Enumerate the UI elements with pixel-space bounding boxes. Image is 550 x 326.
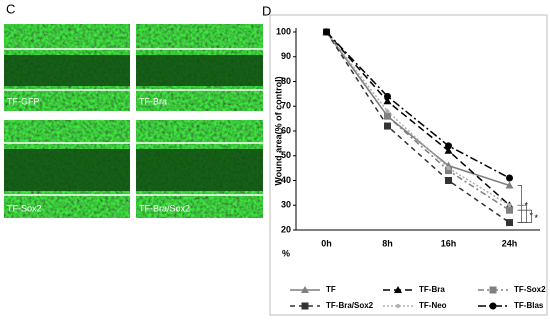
image-label: TF-Bra/Sox2 — [139, 203, 190, 213]
y-tick-label: 40 — [281, 175, 291, 185]
marker — [506, 206, 513, 214]
marker — [384, 122, 391, 130]
series-line — [325, 31, 510, 224]
legend-item: TF — [290, 285, 336, 294]
legend-label: TF-Bra/Sox2 — [326, 301, 374, 310]
legend-marker — [489, 286, 497, 294]
y-tick-label: 50 — [281, 150, 291, 160]
image-label: TF-Bra — [139, 96, 167, 106]
marker — [323, 28, 330, 36]
y-tick-label: 20 — [281, 224, 291, 234]
legend-label: TF — [326, 285, 336, 294]
x-tick-label: 24h — [502, 238, 518, 248]
legend-label: TF-Sox2 — [514, 285, 546, 294]
micrograph: TF-Bra/Sox2 — [136, 120, 263, 218]
significance-bracket — [517, 209, 532, 223]
legend-marker — [394, 286, 402, 293]
x-tick-label: 8h — [382, 238, 393, 248]
legend-marker — [396, 304, 400, 308]
legend-item: TF-Bra/Sox2 — [290, 301, 374, 310]
image-label: TF-Sox2 — [7, 203, 42, 213]
series-line — [325, 31, 510, 179]
legend-marker — [489, 302, 497, 310]
legend-label: TF-Neo — [419, 301, 447, 310]
y-tick-label: 80 — [281, 76, 291, 86]
y-tick-label: 60 — [281, 125, 291, 135]
y-tick-label: 70 — [281, 101, 291, 111]
x-tick-label: 16h — [441, 238, 457, 248]
series — [323, 28, 513, 214]
marker — [445, 167, 452, 175]
chart: 20 30 40 50 60 70 80 90 100 0h 8h 16h 24h Wound area(… — [273, 26, 546, 310]
marker — [445, 177, 452, 184]
marker — [446, 166, 451, 171]
series-line — [325, 31, 510, 206]
series — [323, 28, 513, 182]
legend-label: TF-Bra — [419, 285, 445, 294]
marker — [506, 174, 513, 182]
legend-item: TF-Blas — [478, 301, 544, 310]
marker — [385, 109, 390, 114]
marker — [506, 219, 513, 227]
wound-gap — [136, 55, 263, 86]
chart-frame — [269, 14, 548, 316]
legend-label: TF-Blas — [514, 301, 544, 310]
legend-item: TF-Sox2 — [478, 285, 546, 294]
image-label: TF-GFP — [7, 96, 40, 106]
marker — [383, 97, 392, 105]
significance-mark: * — [535, 213, 539, 223]
series-line — [325, 31, 510, 206]
marker — [444, 146, 453, 154]
y-axis-label: Wound area(% of control) — [273, 76, 283, 185]
series — [324, 30, 512, 208]
wound-gap — [4, 149, 130, 191]
micrograph: TF-Sox2 — [4, 120, 130, 218]
significance-bracket — [517, 185, 522, 223]
series-line — [325, 31, 510, 211]
series — [322, 28, 514, 209]
panel-label: D — [262, 3, 271, 18]
y-tick-label: 100 — [276, 26, 291, 36]
micrograph: TF-Bra — [136, 24, 263, 111]
marker — [445, 142, 452, 150]
series-line — [325, 31, 510, 187]
legend-item: TF-Neo — [383, 301, 447, 310]
panel-label: C — [6, 1, 15, 16]
wound-gap — [4, 55, 130, 86]
marker — [384, 112, 391, 120]
legend-marker — [301, 286, 309, 293]
image-grid: TF-GFP TF-Bra TF-Sox2 TF-Bra/Sox2 — [4, 24, 263, 218]
y-tick-label: 30 — [281, 200, 291, 210]
y-tick-label: 90 — [281, 51, 291, 61]
corner-label: % — [282, 248, 290, 258]
legend-item: TF-Bra — [383, 285, 445, 294]
micrograph: TF-GFP — [4, 24, 130, 111]
marker — [507, 203, 512, 208]
x-tick-label: 0h — [321, 238, 332, 248]
marker — [505, 181, 514, 189]
wound-gap — [136, 149, 263, 191]
marker — [384, 92, 391, 100]
legend-marker — [301, 302, 309, 310]
